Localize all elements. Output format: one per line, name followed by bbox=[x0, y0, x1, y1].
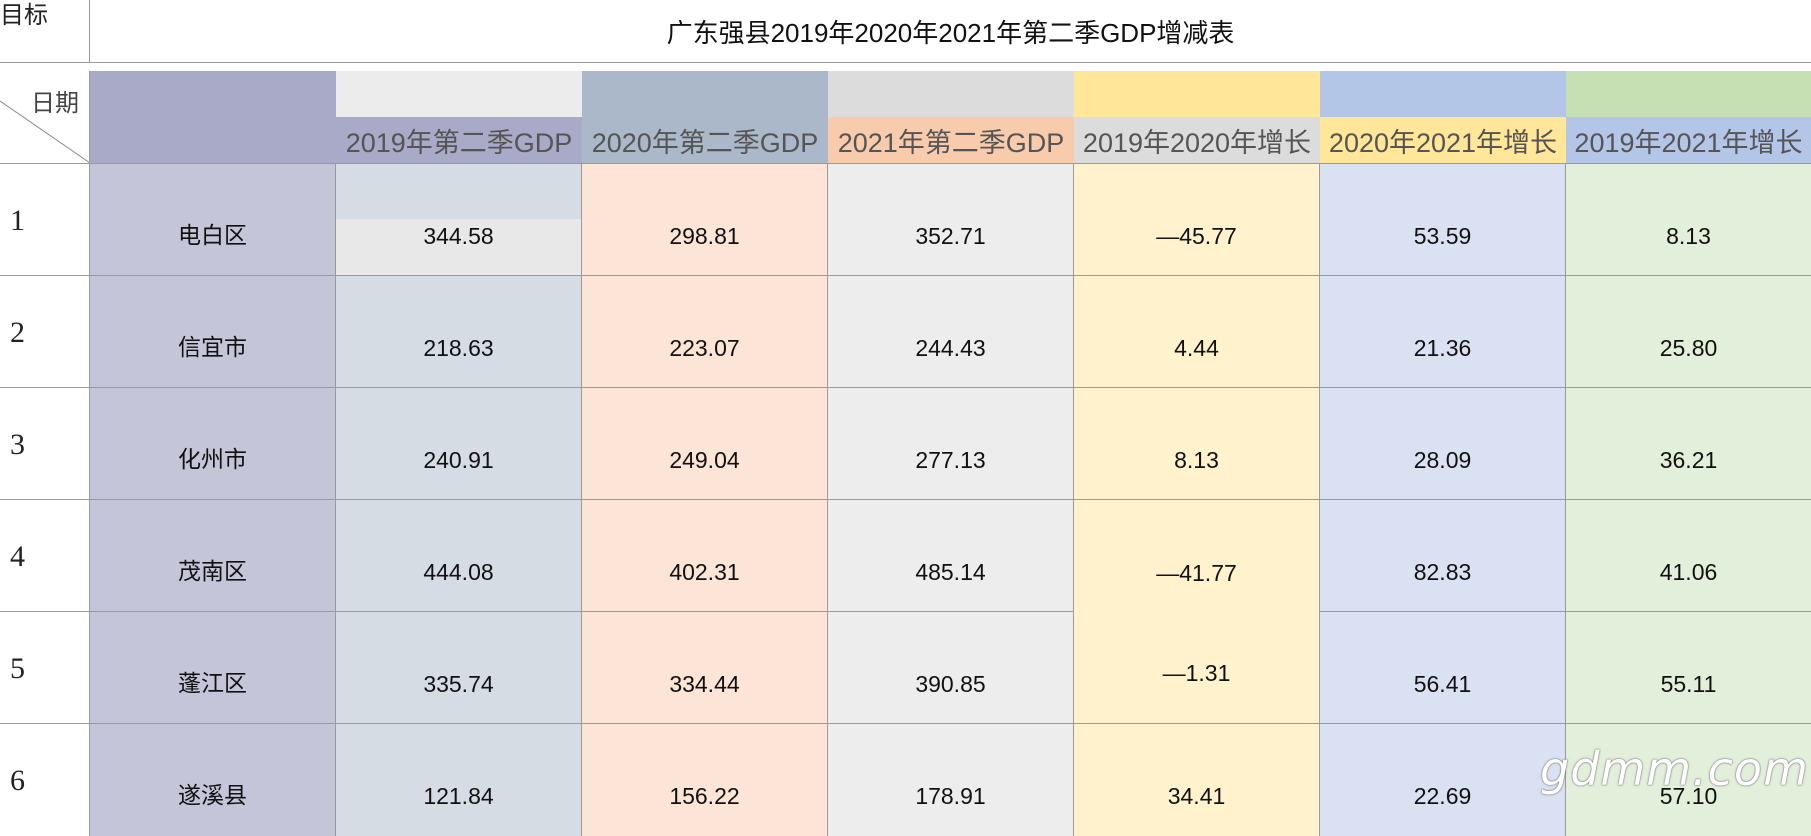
gdp2021-value: 352.71 bbox=[828, 164, 1074, 276]
growth-1920-value: 4.44 bbox=[1074, 276, 1320, 388]
corner-label: 目标 bbox=[0, 0, 90, 62]
growth-1921-value: 57.10 bbox=[1566, 724, 1811, 836]
gdp2019-value: 444.08 bbox=[336, 500, 582, 612]
row-number: 3 bbox=[10, 428, 25, 461]
growth-1921-value: 36.21 bbox=[1566, 388, 1811, 500]
table-row: 4 茂南区 444.08 402.31 485.14 82.83 41.06 bbox=[0, 499, 1811, 612]
gdp2020-value: 156.22 bbox=[582, 724, 828, 836]
diagonal-divider bbox=[0, 100, 89, 163]
header-name-column bbox=[90, 71, 336, 163]
row-number: 2 bbox=[10, 316, 25, 349]
growth-1921-value: 25.80 bbox=[1566, 276, 1811, 388]
gdp2020-value: 249.04 bbox=[582, 388, 828, 500]
growth-1921-value: 8.13 bbox=[1566, 164, 1811, 276]
gdp2020-value: 402.31 bbox=[582, 500, 828, 612]
county-name: 遂溪县 bbox=[90, 724, 336, 836]
growth-1920-value: 8.13 bbox=[1074, 388, 1320, 500]
header-growth-1920: 2019年2020年增长 bbox=[1074, 71, 1320, 163]
table-row: 5 蓬江区 335.74 334.44 390.85 56.41 55.11 bbox=[0, 611, 1811, 724]
gdp2019-value: 218.63 bbox=[336, 276, 582, 388]
row-number: 1 bbox=[10, 204, 25, 237]
growth-2021-value: 82.83 bbox=[1320, 500, 1566, 612]
growth-1921-value: 41.06 bbox=[1566, 500, 1811, 612]
gdp2020-value: 223.07 bbox=[582, 276, 828, 388]
table-row: 1 电白区 344.58 298.81 352.71 —45.77 53.59 … bbox=[0, 163, 1811, 276]
gdp2019-value: 344.58 bbox=[336, 164, 582, 276]
gdp2021-value: 244.43 bbox=[828, 276, 1074, 388]
gdp2019-value: 240.91 bbox=[336, 388, 582, 500]
row-number: 5 bbox=[10, 652, 25, 685]
row-number: 6 bbox=[10, 764, 25, 797]
gdp2019-value: 121.84 bbox=[336, 724, 582, 836]
county-name: 电白区 bbox=[90, 164, 336, 276]
gdp2020-value: 298.81 bbox=[582, 164, 828, 276]
header-gdp2021: 2021年第二季GDP bbox=[828, 71, 1074, 163]
county-name: 信宜市 bbox=[90, 276, 336, 388]
growth-1920-value: —45.77 bbox=[1074, 164, 1320, 276]
table-row: 2 信宜市 218.63 223.07 244.43 4.44 21.36 25… bbox=[0, 275, 1811, 388]
header-growth-2021: 2020年2021年增长 bbox=[1320, 71, 1566, 163]
gdp2021-value: 277.13 bbox=[828, 388, 1074, 500]
gdp2021-value: 485.14 bbox=[828, 500, 1074, 612]
growth-2021-value: 53.59 bbox=[1320, 164, 1566, 276]
table-row: 3 化州市 240.91 249.04 277.13 8.13 28.09 36… bbox=[0, 387, 1811, 500]
growth-1921-value: 55.11 bbox=[1566, 612, 1811, 724]
gdp2021-value: 178.91 bbox=[828, 724, 1074, 836]
growth-2021-value: 22.69 bbox=[1320, 724, 1566, 836]
growth-2021-value: 28.09 bbox=[1320, 388, 1566, 500]
header-growth-1921: 2019年2021年增长 bbox=[1566, 71, 1811, 163]
gdp2019-value: 335.74 bbox=[336, 612, 582, 724]
growth-1920-merged-cells: —41.77 —1.31 bbox=[1074, 499, 1320, 723]
date-header-cell: 日期 bbox=[0, 71, 90, 163]
growth-1920-value: 34.41 bbox=[1074, 724, 1320, 836]
growth-2021-value: 56.41 bbox=[1320, 612, 1566, 724]
county-name: 茂南区 bbox=[90, 500, 336, 612]
title-row: 目标 广东强县2019年2020年2021年第二季GDP增减表 bbox=[0, 0, 1811, 63]
header-row: 日期 2019年第二季GDP 2020年第二季GDP 2021年第二季GDP 2… bbox=[0, 71, 1811, 163]
date-label: 日期 bbox=[31, 90, 79, 117]
table-row: 6 遂溪县 121.84 156.22 178.91 34.41 22.69 5… bbox=[0, 723, 1811, 836]
gdp2020-value: 334.44 bbox=[582, 612, 828, 724]
county-name: 蓬江区 bbox=[90, 612, 336, 724]
table-title: 广东强县2019年2020年2021年第二季GDP增减表 bbox=[666, 17, 1235, 48]
growth-2021-value: 21.36 bbox=[1320, 276, 1566, 388]
header-gdp2019: 2019年第二季GDP bbox=[336, 71, 582, 163]
growth-1920-value: —1.31 bbox=[1162, 660, 1231, 686]
row-number: 4 bbox=[10, 540, 25, 573]
gdp2021-value: 390.85 bbox=[828, 612, 1074, 724]
header-gdp2020: 2020年第二季GDP bbox=[582, 71, 828, 163]
county-name: 化州市 bbox=[90, 388, 336, 500]
growth-1920-value: —41.77 bbox=[1156, 560, 1237, 586]
watermark: gdmm.com bbox=[1540, 742, 1809, 796]
